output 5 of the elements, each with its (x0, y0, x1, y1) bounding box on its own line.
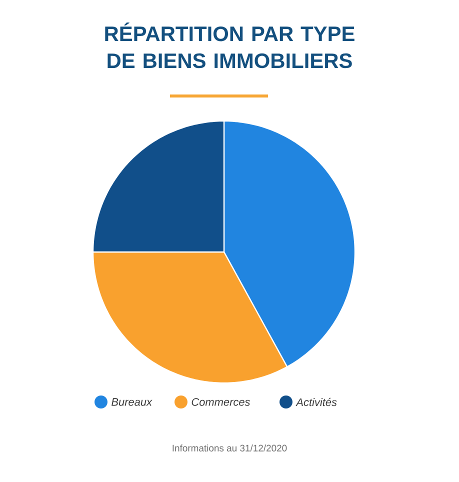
legend-label: Activités (296, 398, 337, 406)
legend-label: Commerces (192, 398, 250, 406)
chart-title: RÉPARTITION PAR TYPE DE BIENS IMMOBILIERS (105, 22, 354, 68)
text: Informations au 31/12/2020 (172, 444, 287, 452)
legend-label: Bureaux (112, 398, 152, 406)
